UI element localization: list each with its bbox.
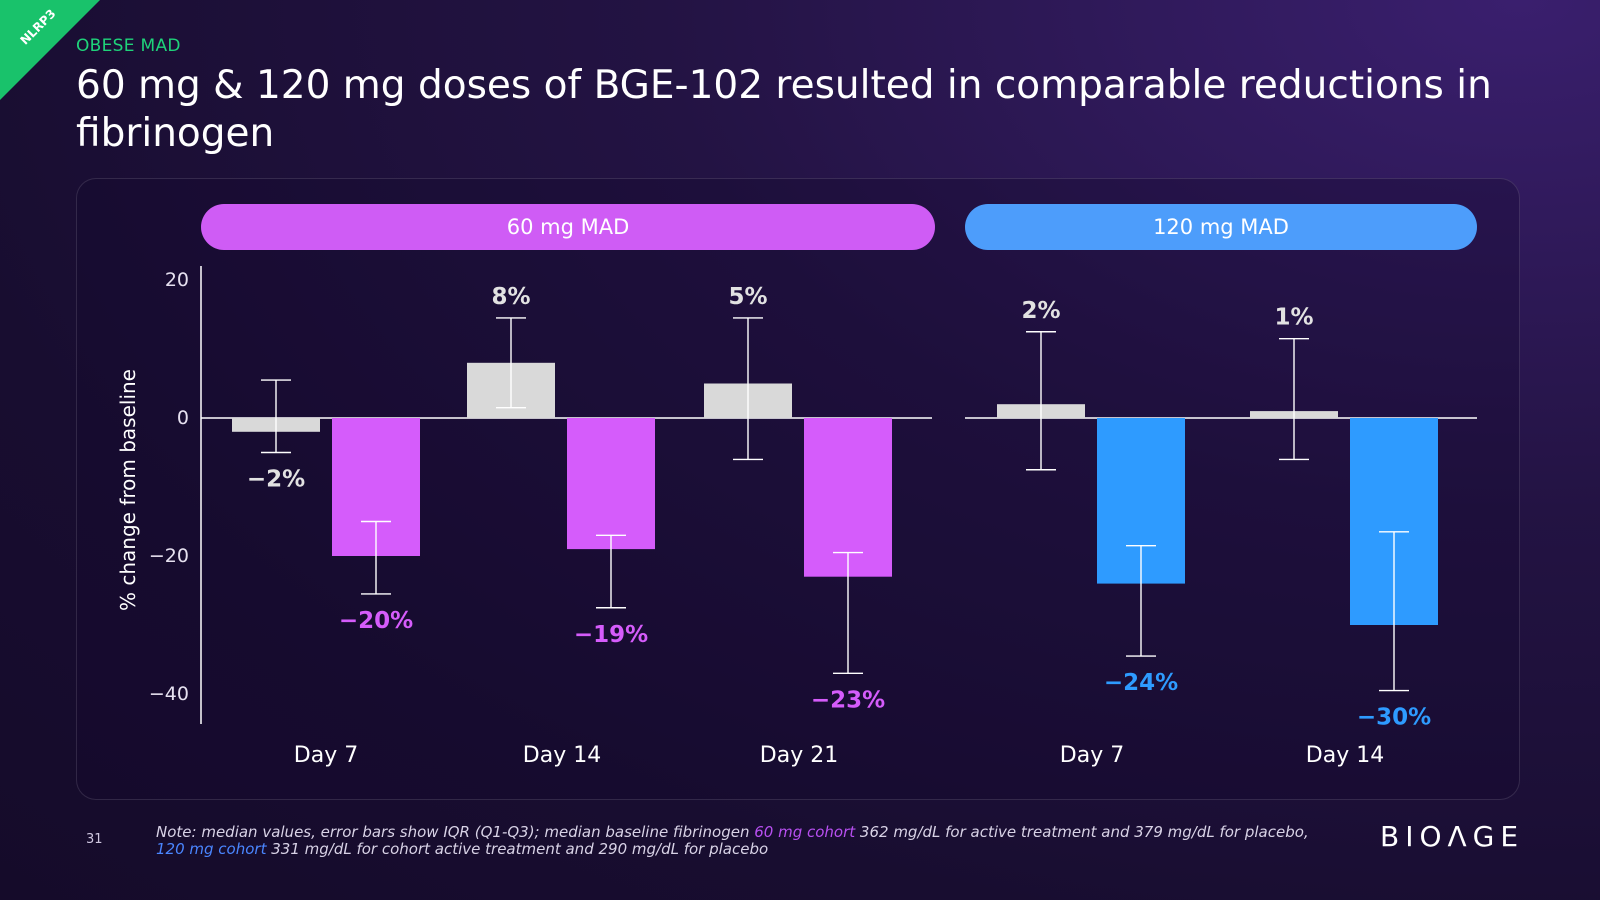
y-tick-label: −20	[149, 545, 189, 567]
value-label: −24%	[1104, 670, 1178, 696]
x-category-label: Day 14	[1306, 743, 1384, 768]
value-label: 5%	[728, 284, 767, 310]
footnote-120mg-cohort: 120 mg cohort	[156, 840, 267, 858]
corner-tag: NLRP3	[0, 0, 100, 100]
y-tick-label: 20	[165, 269, 189, 291]
x-category-label: Day 14	[523, 743, 601, 768]
value-label: −30%	[1357, 705, 1431, 731]
chart-panel	[76, 178, 1520, 800]
value-label: 2%	[1021, 298, 1060, 324]
y-tick-label: 0	[177, 407, 189, 429]
footnote-60mg-cohort: 60 mg cohort	[754, 823, 856, 841]
value-label: 1%	[1274, 305, 1313, 331]
footnote-part3: 331 mg/dL for cohort active treatment an…	[266, 840, 769, 858]
footnote-part2: 362 mg/dL for active treatment and 379 m…	[855, 823, 1309, 841]
bioage-logo: BIOΛGE	[1380, 820, 1525, 853]
page-number: 31	[86, 832, 103, 847]
value-label: −19%	[574, 622, 648, 648]
footnote-part1: Note: median values, error bars show IQR…	[156, 823, 755, 841]
x-category-label: Day 7	[1060, 743, 1124, 768]
value-label: 8%	[491, 284, 530, 310]
slide-title: 60 mg & 120 mg doses of BGE-102 resulted…	[76, 63, 1492, 156]
group-label-60mg: 60 mg MAD	[201, 204, 935, 250]
active-bar	[567, 418, 655, 550]
corner-triangle	[0, 0, 100, 100]
group-label-120mg: 120 mg MAD	[965, 204, 1477, 250]
x-category-label: Day 21	[760, 743, 838, 768]
x-category-label: Day 7	[294, 743, 358, 768]
active-bar	[804, 418, 892, 577]
value-label: −23%	[811, 687, 885, 713]
value-label: −2%	[247, 467, 305, 493]
value-label: −20%	[339, 608, 413, 634]
y-tick-label: −40	[149, 683, 189, 705]
eyebrow-label: OBESE MAD	[76, 36, 181, 56]
y-axis-title: % change from baseline	[116, 369, 140, 611]
footnote: Note: median values, error bars show IQR…	[156, 824, 1336, 858]
